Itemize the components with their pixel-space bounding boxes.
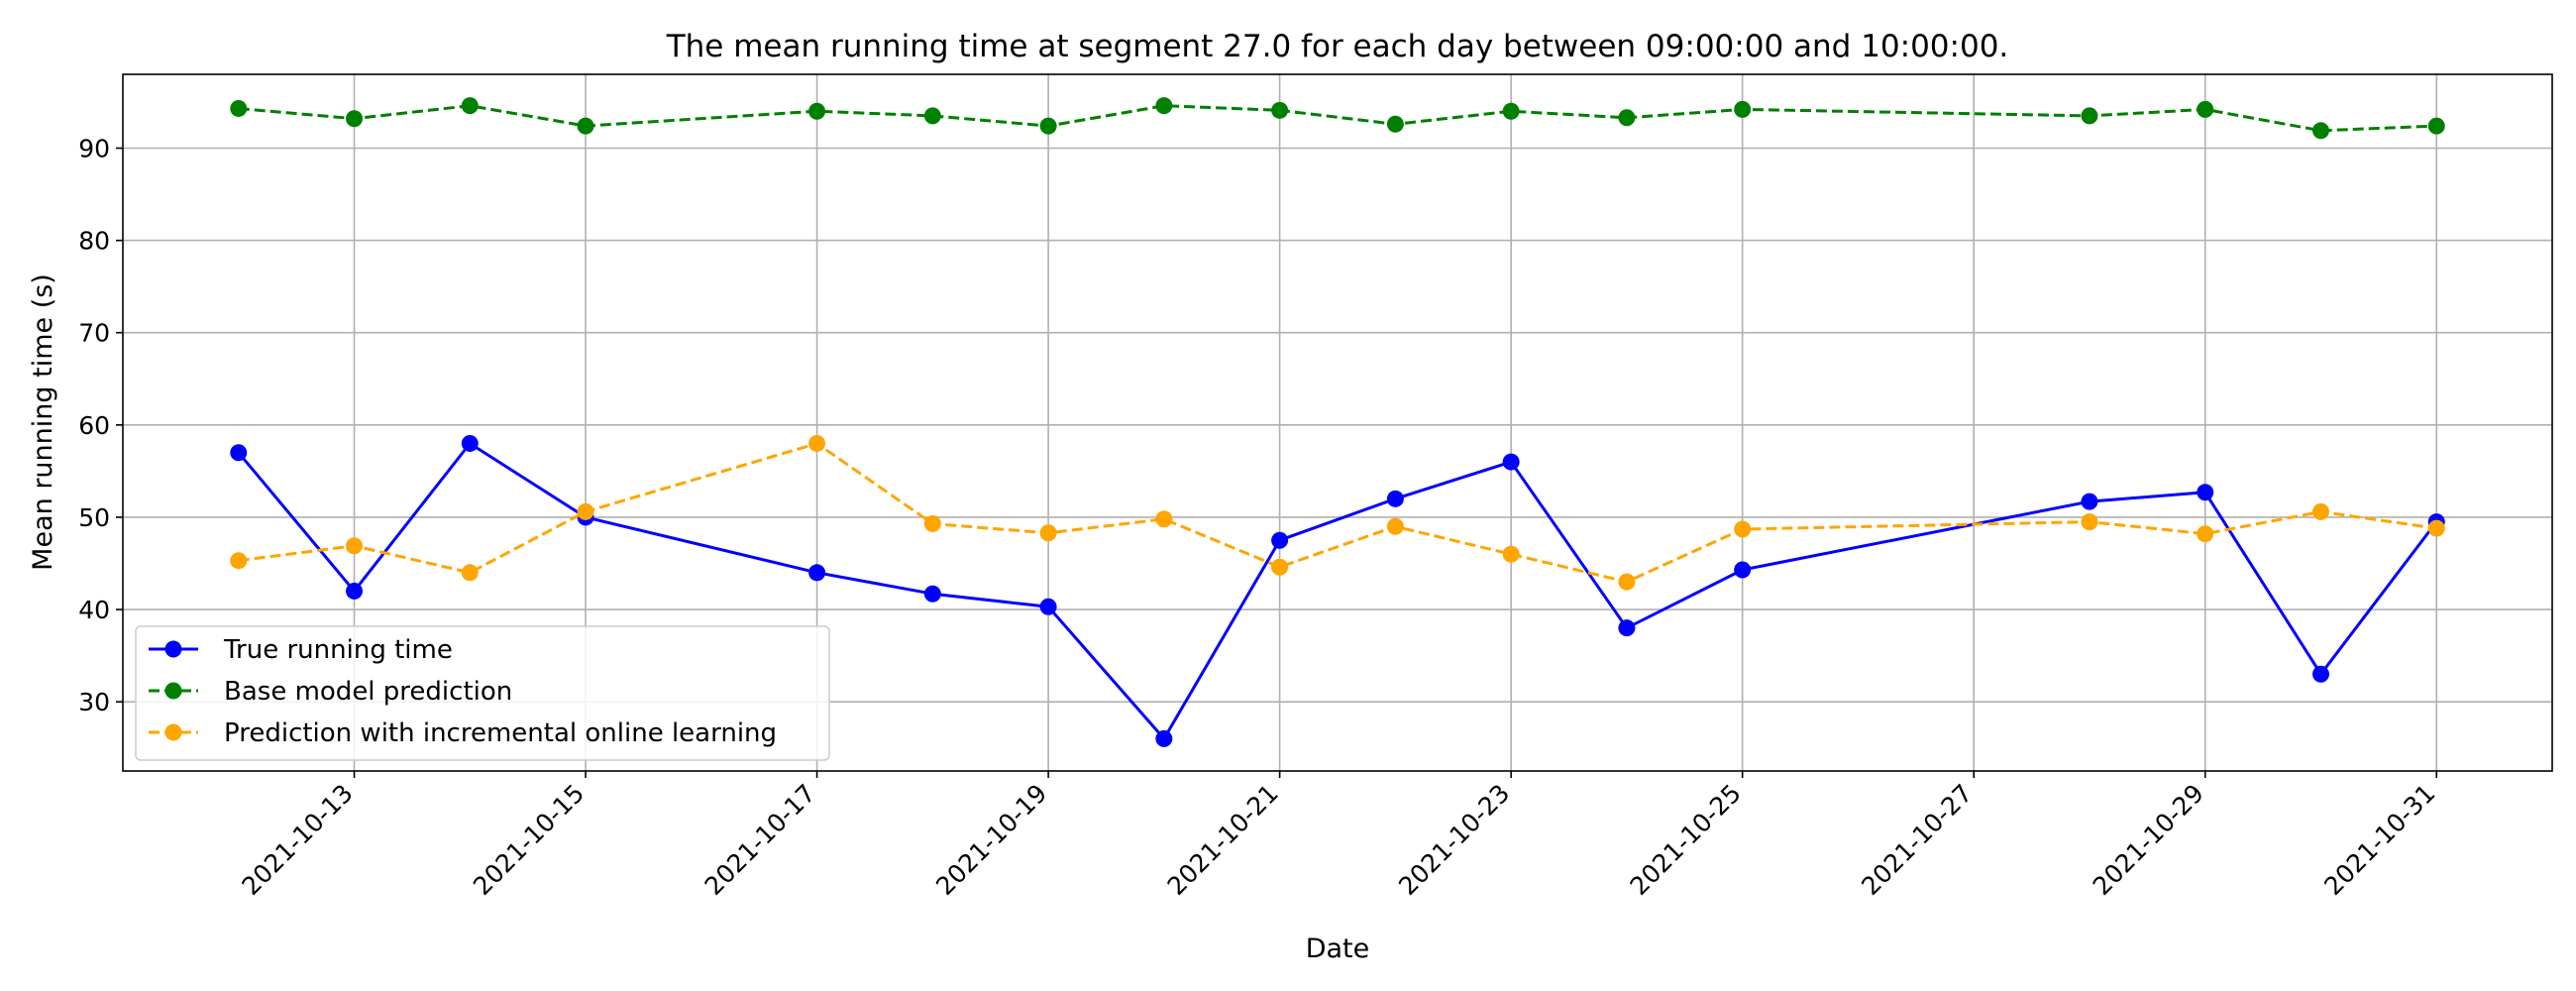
data-point <box>923 107 941 125</box>
y-tick-label: 30 <box>78 688 110 716</box>
data-point <box>923 585 941 603</box>
x-axis: 2021-10-13 2021-10-15 2021-10-17 2021-10-19… <box>237 771 2440 901</box>
chart-title: The mean running time at segment 27.0 fo… <box>666 29 2009 64</box>
plot-frame <box>122 73 2553 772</box>
data-point <box>1386 490 1404 507</box>
data-point <box>2311 665 2329 683</box>
x-tick-label: 2021-10-13 <box>237 779 359 901</box>
data-point <box>461 97 479 115</box>
data-point <box>1386 517 1404 535</box>
series-1 <box>230 97 2445 140</box>
data-point <box>577 502 594 520</box>
data-point <box>808 434 826 452</box>
legend-label: True running time <box>223 635 453 665</box>
data-point <box>2197 525 2214 543</box>
data-point <box>1618 109 1636 127</box>
data-point <box>808 102 826 120</box>
data-point <box>1502 545 1520 563</box>
data-point <box>461 564 479 582</box>
series-line <box>238 442 2437 584</box>
y-tick-label: 50 <box>78 503 110 532</box>
data-point <box>230 444 248 462</box>
data-point <box>346 537 364 555</box>
y-axis: 30 40 50 60 70 80 90 <box>78 134 123 716</box>
x-tick-label: 2021-10-17 <box>699 779 821 901</box>
data-point <box>1502 453 1520 471</box>
y-tick-label: 90 <box>78 134 110 163</box>
x-tick-label: 2021-10-27 <box>1856 779 1978 901</box>
y-tick-label: 40 <box>78 596 110 624</box>
series-2 <box>230 434 2445 591</box>
data-point <box>346 110 364 128</box>
legend-marker <box>164 682 182 700</box>
series-layer <box>230 97 2445 747</box>
data-point <box>577 117 594 135</box>
data-point <box>1734 100 1752 118</box>
legend-label: Prediction with incremental online learn… <box>224 718 777 748</box>
data-point <box>2197 484 2214 501</box>
x-axis-label: Date <box>1306 934 1370 964</box>
data-point <box>230 552 248 570</box>
data-point <box>2081 107 2098 125</box>
data-point <box>2197 100 2214 118</box>
y-tick-label: 70 <box>78 319 110 348</box>
x-tick-label: 2021-10-29 <box>2088 779 2209 901</box>
data-point <box>1502 102 1520 120</box>
data-point <box>2081 513 2098 531</box>
data-point <box>1039 117 1057 135</box>
data-point <box>461 434 479 452</box>
x-tick-label: 2021-10-19 <box>930 779 1052 901</box>
x-tick-label: 2021-10-31 <box>2318 779 2440 901</box>
data-point <box>2427 519 2445 537</box>
data-point <box>2081 493 2098 510</box>
data-point <box>1271 558 1289 576</box>
data-point <box>230 99 248 117</box>
data-point <box>1155 510 1173 528</box>
data-point <box>1734 561 1752 579</box>
data-point <box>808 564 826 582</box>
data-point <box>2311 122 2329 140</box>
data-point <box>1386 115 1404 133</box>
data-point <box>1618 619 1636 637</box>
data-point <box>1271 531 1289 549</box>
data-point <box>1271 101 1289 119</box>
y-axis-label: Mean running time (s) <box>28 274 58 571</box>
series-line <box>238 104 2437 133</box>
data-point <box>2427 117 2445 135</box>
x-tick-label: 2021-10-23 <box>1393 779 1515 901</box>
data-point <box>2311 502 2329 520</box>
legend: True running time Base model prediction Pr… <box>135 625 830 761</box>
legend-marker <box>164 723 182 741</box>
data-point <box>346 582 364 600</box>
legend-box <box>135 625 830 761</box>
y-tick-label: 60 <box>78 411 110 440</box>
data-point <box>1039 598 1057 615</box>
x-tick-label: 2021-10-25 <box>1625 779 1747 901</box>
legend-label: Base model prediction <box>224 677 512 707</box>
y-tick-label: 80 <box>78 227 110 256</box>
data-point <box>923 514 941 532</box>
data-point <box>1734 520 1752 538</box>
data-point <box>1618 573 1636 591</box>
data-point <box>1155 97 1173 115</box>
data-point <box>1039 524 1057 542</box>
x-tick-label: 2021-10-21 <box>1162 779 1284 901</box>
data-point <box>1155 729 1173 747</box>
legend-marker <box>164 640 182 658</box>
x-tick-label: 2021-10-15 <box>468 779 590 901</box>
